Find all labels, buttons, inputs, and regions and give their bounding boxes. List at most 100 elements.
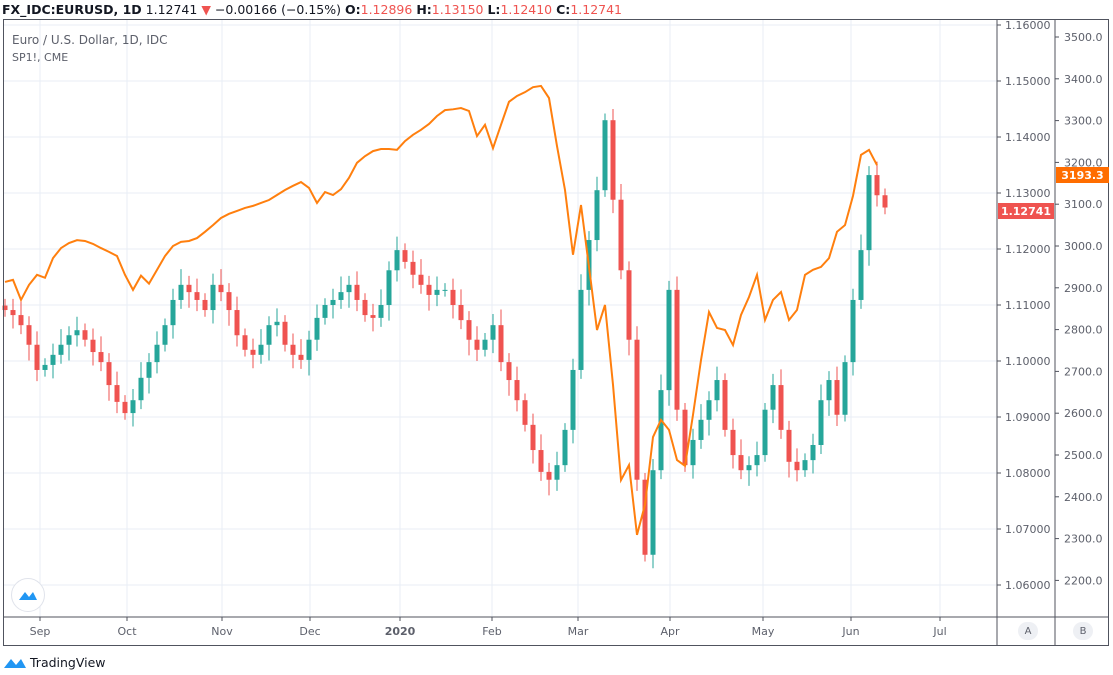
candle-body (106, 362, 112, 386)
candle-body (714, 380, 720, 401)
x-tick-label: Oct (117, 625, 137, 638)
candle-body (442, 289, 448, 291)
x-tick-label: Apr (660, 625, 680, 638)
tradingview-logo-icon (4, 659, 26, 668)
candle-body (698, 419, 704, 440)
candle-body (546, 471, 552, 480)
y-tick-label-b: 2500.0 (1064, 449, 1103, 462)
y-tick-label-b: 2900.0 (1064, 282, 1103, 295)
last-price-label-b: 3193.3 (1056, 167, 1109, 183)
x-tick-label: May (752, 625, 775, 638)
y-tick-label-b: 2200.0 (1064, 574, 1103, 587)
candle-body (274, 321, 280, 326)
candle-body (122, 401, 128, 414)
tradingview-logo-button[interactable] (11, 578, 45, 612)
candle-body (506, 362, 512, 381)
candle-body (650, 470, 656, 555)
candle-body (2, 305, 8, 311)
candle-body (458, 305, 464, 321)
candle-body (170, 299, 176, 326)
candle-body (354, 284, 360, 300)
y-tick-label-b: 2400.0 (1064, 491, 1103, 504)
candle-body (66, 335, 72, 345)
candle-body (482, 339, 488, 350)
low-value: 1.12410 (500, 2, 553, 17)
candle-body (370, 315, 376, 318)
y-tick-label-a: 1.11000 (1005, 299, 1051, 312)
candle-body (226, 292, 232, 311)
chart-legend: Euro / U.S. Dollar, 1D, IDC SP1!, CME (12, 32, 168, 66)
axis-b-button[interactable]: B (1073, 622, 1093, 640)
candle-body (498, 325, 504, 363)
candle-body (306, 339, 312, 360)
candle-body (842, 362, 848, 415)
candle-body (682, 409, 688, 466)
candle-body (490, 325, 496, 340)
y-tick-label-a: 1.09000 (1005, 411, 1051, 424)
candle-body (74, 330, 80, 336)
last-price-label-a: 1.12741 (998, 203, 1054, 219)
candle-body (786, 429, 792, 462)
candle-body (386, 270, 392, 305)
candle-body (90, 339, 96, 353)
candle-body (34, 344, 40, 370)
candle-body (882, 195, 888, 208)
x-tick-label: Nov (211, 625, 233, 638)
axis-a-button[interactable]: A (1018, 622, 1038, 640)
candle-body (474, 339, 480, 350)
candle-body (794, 461, 800, 471)
candle-body (538, 450, 544, 472)
candle-body (570, 369, 576, 430)
y-tick-label-a: 1.08000 (1005, 467, 1051, 480)
candle-body (810, 445, 816, 461)
candle-body (242, 335, 248, 350)
candle-body (434, 289, 440, 295)
y-tick-label-a: 1.15000 (1005, 75, 1051, 88)
candle-body (258, 344, 264, 355)
candle-body (402, 250, 408, 262)
candle-body (378, 305, 384, 318)
candle-body (418, 274, 424, 285)
y-tick-label-a: 1.07000 (1005, 523, 1051, 536)
chart-frame (3, 19, 1109, 646)
high-value: 1.13150 (431, 2, 484, 17)
candle-body (42, 364, 48, 370)
open-value: 1.12896 (360, 2, 413, 17)
candle-body (706, 400, 712, 420)
candle-body (394, 250, 400, 271)
y-tick-label-b: 3200.0 (1064, 156, 1103, 169)
candle-body (290, 344, 296, 355)
candle-body (234, 310, 240, 336)
candle-body (610, 120, 616, 200)
overlay-series-legend: SP1!, CME (12, 51, 69, 64)
candle-body (514, 380, 520, 401)
candle-body (18, 315, 24, 326)
low-label: L: (487, 2, 501, 17)
y-tick-label-a: 1.13000 (1005, 187, 1051, 200)
candle-body (666, 289, 672, 391)
candle-body (178, 284, 184, 300)
symbol-header: FX_IDC:EURUSD, 1D 1.12741 ▼ −0.00166 (−0… (2, 2, 622, 17)
candle-body (346, 284, 352, 293)
candle-body (562, 429, 568, 466)
main-series-legend: Euro / U.S. Dollar, 1D, IDC (12, 33, 168, 47)
candle-body (834, 380, 840, 415)
candle-body (722, 380, 728, 430)
tradingview-branding[interactable]: TradingView (3, 655, 106, 670)
x-tick-label: Mar (568, 625, 589, 638)
candle-body (202, 299, 208, 311)
candle-body (746, 465, 752, 471)
candle-body (730, 429, 736, 456)
candle-body (314, 317, 320, 340)
x-tick-label: Jun (841, 625, 859, 638)
high-label: H: (416, 2, 432, 17)
y-tick-label-b: 3300.0 (1064, 115, 1103, 128)
candle-body (602, 120, 608, 191)
close-label: C: (556, 2, 571, 17)
candle-body (218, 284, 224, 293)
candle-body (330, 299, 336, 305)
y-tick-label-a: 1.06000 (1005, 579, 1051, 592)
candle-body (594, 190, 600, 241)
candle-body (362, 299, 368, 316)
